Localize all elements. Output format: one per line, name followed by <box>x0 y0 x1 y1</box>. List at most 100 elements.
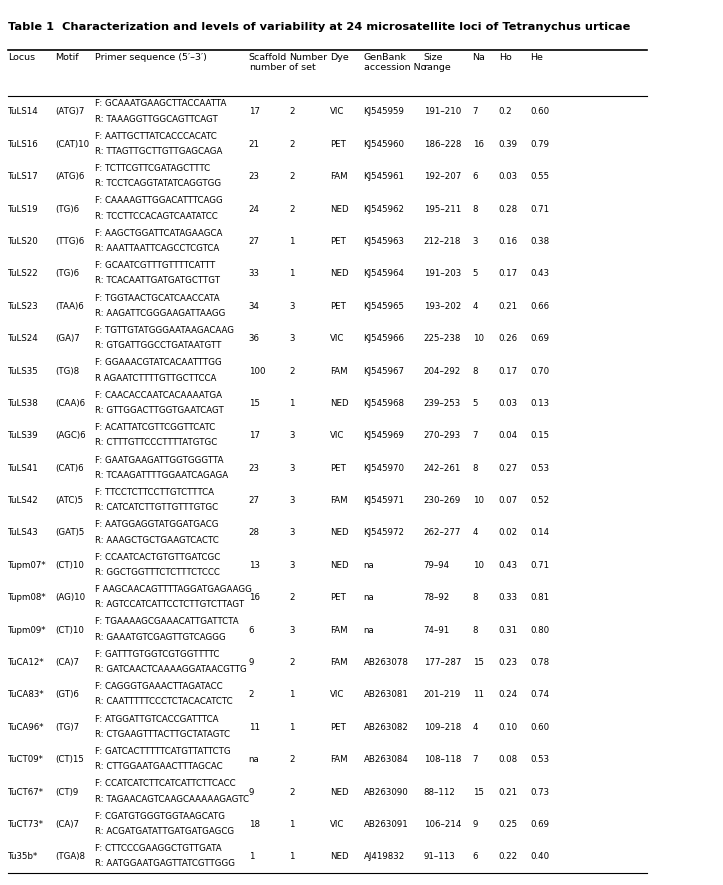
Text: 3: 3 <box>289 335 295 343</box>
Text: 0.78: 0.78 <box>530 658 549 667</box>
Text: 0.17: 0.17 <box>499 366 518 375</box>
Text: R: TTAGTTGCTTGTTGAGCAGA: R: TTAGTTGCTTGTTGAGCAGA <box>95 147 223 156</box>
Text: 230–269: 230–269 <box>424 496 461 505</box>
Text: TuLS41: TuLS41 <box>8 464 38 473</box>
Text: R: CTTGGAATGAACTTTAGCAC: R: CTTGGAATGAACTTTAGCAC <box>95 762 223 771</box>
Text: AB263082: AB263082 <box>364 723 408 732</box>
Text: F: AAGCTGGATTCATAGAAGCA: F: AAGCTGGATTCATAGAAGCA <box>95 229 223 238</box>
Text: NED: NED <box>330 561 348 570</box>
Text: F: TTCCTCTTCCTTGTCTTTCA: F: TTCCTCTTCCTTGTCTTTCA <box>95 488 214 497</box>
Text: R: TCAAGATTTTGGAATCAGAGA: R: TCAAGATTTTGGAATCAGAGA <box>95 471 228 480</box>
Text: (CT)15: (CT)15 <box>55 755 84 764</box>
Text: 23: 23 <box>249 173 260 181</box>
Text: TuLS16: TuLS16 <box>8 140 38 149</box>
Text: 0.25: 0.25 <box>499 820 518 829</box>
Text: 9: 9 <box>473 820 478 829</box>
Text: KJ545968: KJ545968 <box>364 399 405 408</box>
Text: 17: 17 <box>249 107 260 117</box>
Text: NED: NED <box>330 269 348 279</box>
Text: AB263078: AB263078 <box>364 658 408 667</box>
Text: KJ545963: KJ545963 <box>364 237 405 246</box>
Text: 0.14: 0.14 <box>530 528 549 537</box>
Text: 0.23: 0.23 <box>499 658 518 667</box>
Text: Ho: Ho <box>499 52 511 62</box>
Text: F: GATTTGTGGTCGTGGTTTTC: F: GATTTGTGGTCGTGGTTTTC <box>95 650 220 658</box>
Text: 33: 33 <box>249 269 260 279</box>
Text: F: AATTGCTTATCACCCACATC: F: AATTGCTTATCACCCACATC <box>95 132 217 141</box>
Text: 4: 4 <box>473 723 478 732</box>
Text: (TG)6: (TG)6 <box>55 269 79 279</box>
Text: Locus: Locus <box>8 52 35 62</box>
Text: 191–210: 191–210 <box>424 107 461 117</box>
Text: 36: 36 <box>249 335 260 343</box>
Text: 0.03: 0.03 <box>499 399 518 408</box>
Text: F: CCAATCACTGTGTTGATCGC: F: CCAATCACTGTGTTGATCGC <box>95 553 221 562</box>
Text: KJ545965: KJ545965 <box>364 302 405 311</box>
Text: 7: 7 <box>473 107 478 117</box>
Text: (TAA)6: (TAA)6 <box>55 302 84 311</box>
Text: NED: NED <box>330 399 348 408</box>
Text: 8: 8 <box>473 464 478 473</box>
Text: 13: 13 <box>249 561 260 570</box>
Text: na: na <box>364 561 375 570</box>
Text: F: GATCACTTTTTCATGTTATTCTG: F: GATCACTTTTTCATGTTATTCTG <box>95 747 231 756</box>
Text: 28: 28 <box>249 528 260 537</box>
Text: 0.31: 0.31 <box>499 626 518 635</box>
Text: PET: PET <box>330 464 346 473</box>
Text: 0.79: 0.79 <box>530 140 549 149</box>
Text: 0.55: 0.55 <box>530 173 549 181</box>
Text: (TTG)6: (TTG)6 <box>55 237 84 246</box>
Text: 15: 15 <box>473 788 484 796</box>
Text: F: TCTTCGTTCGATAGCTTTC: F: TCTTCGTTCGATAGCTTTC <box>95 164 210 173</box>
Text: 239–253: 239–253 <box>424 399 461 408</box>
Text: 2: 2 <box>289 204 295 213</box>
Text: 91–113: 91–113 <box>424 852 455 861</box>
Text: F: AATGGAGGTATGGATGACG: F: AATGGAGGTATGGATGACG <box>95 520 219 529</box>
Text: 106–214: 106–214 <box>424 820 461 829</box>
Text: 3: 3 <box>289 302 295 311</box>
Text: 8: 8 <box>473 593 478 603</box>
Text: 0.39: 0.39 <box>499 140 518 149</box>
Text: KJ545962: KJ545962 <box>364 204 405 213</box>
Text: 1: 1 <box>249 852 254 861</box>
Text: 6: 6 <box>249 626 254 635</box>
Text: 9: 9 <box>249 788 254 796</box>
Text: 2: 2 <box>289 755 295 764</box>
Text: F: GAATGAAGATTGGTGGGTTA: F: GAATGAAGATTGGTGGGTTA <box>95 456 224 465</box>
Text: Dye: Dye <box>330 52 348 62</box>
Text: 0.08: 0.08 <box>499 755 518 764</box>
Text: (AGC)6: (AGC)6 <box>55 431 85 441</box>
Text: 17: 17 <box>249 431 260 441</box>
Text: AB263091: AB263091 <box>364 820 408 829</box>
Text: 2: 2 <box>289 593 295 603</box>
Text: He: He <box>530 52 543 62</box>
Text: KJ545972: KJ545972 <box>364 528 405 537</box>
Text: 270–293: 270–293 <box>424 431 461 441</box>
Text: KJ545960: KJ545960 <box>364 140 405 149</box>
Text: R: CTGAAGTTTACTTGCTATAGTC: R: CTGAAGTTTACTTGCTATAGTC <box>95 730 231 739</box>
Text: VIC: VIC <box>330 690 344 699</box>
Text: TuLS23: TuLS23 <box>8 302 38 311</box>
Text: 0.69: 0.69 <box>530 820 549 829</box>
Text: F: ACATTATCGTTCGGTTCATC: F: ACATTATCGTTCGGTTCATC <box>95 423 215 432</box>
Text: 0.27: 0.27 <box>499 464 518 473</box>
Text: 0.53: 0.53 <box>530 464 549 473</box>
Text: 109–218: 109–218 <box>424 723 461 732</box>
Text: (AG)10: (AG)10 <box>55 593 85 603</box>
Text: FAM: FAM <box>330 366 347 375</box>
Text: TuLS35: TuLS35 <box>8 366 38 375</box>
Text: 225–238: 225–238 <box>424 335 461 343</box>
Text: R: GATCAACTCAAAAGGATAACGTTG: R: GATCAACTCAAAAGGATAACGTTG <box>95 666 247 674</box>
Text: F: GCAATCGTTTGTTTTCATTT: F: GCAATCGTTTGTTTTCATTT <box>95 261 215 270</box>
Text: 0.16: 0.16 <box>499 237 518 246</box>
Text: 177–287: 177–287 <box>424 658 461 667</box>
Text: 88–112: 88–112 <box>424 788 455 796</box>
Text: Tu35b*: Tu35b* <box>8 852 38 861</box>
Text: VIC: VIC <box>330 335 344 343</box>
Text: F: GCAAATGAAGCTTACCAATTA: F: GCAAATGAAGCTTACCAATTA <box>95 99 227 108</box>
Text: 16: 16 <box>473 140 484 149</box>
Text: F: GGAAACGTATCACAATTTGG: F: GGAAACGTATCACAATTTGG <box>95 358 222 367</box>
Text: 74–91: 74–91 <box>424 626 450 635</box>
Text: VIC: VIC <box>330 107 344 117</box>
Text: 0.33: 0.33 <box>499 593 518 603</box>
